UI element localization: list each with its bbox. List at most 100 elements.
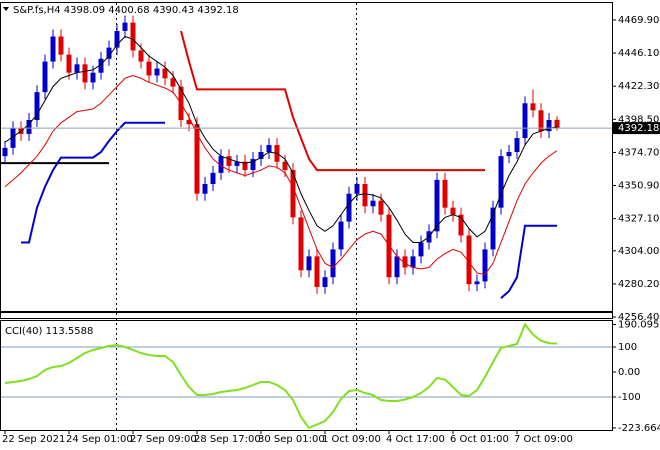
candle-body [98,58,104,73]
candle-body [354,184,360,194]
y-tick-label: 4327.10 [618,214,659,225]
price-tag-label: 4392.18 [618,123,659,134]
chart-title: S&P.fs,H4 4398.09 4400.68 4390.43 4392.1… [13,5,239,16]
x-tick-label: 30 Sep 01:00 [258,434,325,445]
y-tick-label: 4280.20 [618,279,659,290]
candle-body [514,138,520,152]
candle-body [218,156,224,173]
candle-body [546,119,552,132]
candle-body [394,256,400,278]
candle-body [298,217,304,271]
candle-body [130,22,136,51]
candle-body [402,256,408,268]
cci-line [4,322,558,430]
candle-body [506,151,512,157]
candle-body [290,170,296,218]
x-tick-label: 6 Oct 01:00 [450,434,509,445]
candle-body [186,119,192,125]
y-tick-label: -223.6649 [618,423,660,434]
y-tick-label: 4304.00 [618,246,659,257]
candle-body [322,277,328,287]
candle-body [306,256,312,271]
candle-body [346,193,352,222]
x-tick-label: 1 Oct 09:00 [322,434,381,445]
candle-body [10,128,16,148]
candle-body [106,47,112,59]
candle-body [538,110,544,132]
y-tick-label: 190.0953 [618,319,660,330]
y-tick-label: 4374.70 [618,147,659,158]
candle-body [490,207,496,250]
x-tick-label: 22 Sep 2021 [2,434,65,445]
collapse-icon[interactable] [3,7,9,11]
y-tick-label: 4422.30 [618,81,659,92]
candle-body [466,235,472,285]
y-tick-label: 100 [618,342,637,353]
candle-body [554,119,560,129]
candle-body [418,242,424,257]
candle-body [530,103,536,111]
x-tick-label: 7 Oct 09:00 [514,434,573,445]
y-tick-label: -100 [618,392,641,403]
candle-body [474,281,480,285]
candle-body [122,22,128,31]
candle-body [82,64,88,83]
candle-body [450,207,456,215]
candle-body [250,158,256,171]
indicator-title: CCI(40) 113.5588 [5,326,93,337]
indicator-line [180,30,485,172]
main-panel [0,2,613,319]
candle-body [370,200,376,207]
x-tick-label: 4 Oct 17:00 [386,434,445,445]
x-tick-label: 24 Sep 01:00 [66,434,133,445]
candle-body [42,61,48,93]
y-tick-label: 4350.90 [618,181,659,192]
candle-body [210,172,216,185]
candle-body [442,179,448,208]
candle-body [226,156,232,166]
candle-body [258,151,264,159]
candle-body [282,161,288,171]
candle-body [522,103,528,139]
y-tick-label: 4256.40 [618,312,659,323]
candle-body [234,161,240,166]
y-tick-label: 4446.10 [618,48,659,59]
candle-body [146,61,152,76]
candle-body [162,68,168,79]
candle-body [330,249,336,278]
candle-body [458,214,464,236]
candle-body [194,124,200,194]
x-tick-label: 27 Sep 09:00 [130,434,197,445]
candle-body [202,184,208,194]
candle-body [2,147,8,157]
y-tick-label: 4469.90 [618,15,659,26]
indicator-line [4,74,558,275]
cci-panel [0,320,613,431]
candle-body [58,36,64,55]
candle-body [378,200,384,215]
candle-body [114,30,120,48]
price-tag [613,122,660,135]
y-tick-label: 0.00 [618,367,640,378]
candle-body [170,78,176,87]
candle-body [50,36,56,62]
candle-body [154,68,160,76]
candle-body [434,179,440,232]
candle-body [314,256,320,287]
candle-body [90,72,96,83]
candle-body [410,256,416,268]
candle-body [74,64,80,73]
candle-body [66,54,72,73]
y-tick-label: 4398.50 [618,114,659,125]
candle-body [138,50,144,62]
candle-body [482,249,488,282]
candle-body [362,184,368,207]
candle-body [498,156,504,208]
indicator-line [21,121,557,299]
indicator-line [4,35,558,243]
candle-body [266,145,272,152]
candle-body [338,221,344,250]
candle-body [242,161,248,171]
candle-body [26,119,32,134]
